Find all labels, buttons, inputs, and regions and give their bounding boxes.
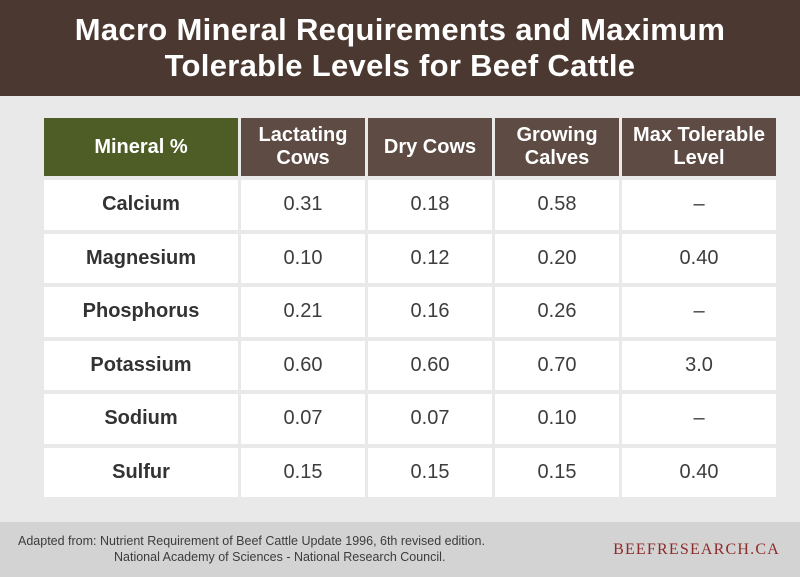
dry-value: 0.60 — [368, 340, 492, 390]
dry-value: 0.12 — [368, 233, 492, 283]
mineral-name: Phosphorus — [44, 287, 238, 337]
growing-value: 0.20 — [495, 233, 619, 283]
mineral-name: Sodium — [44, 394, 238, 444]
max-value: 0.40 — [622, 447, 776, 497]
dry-value: 0.15 — [368, 447, 492, 497]
max-value: 3.0 — [622, 340, 776, 390]
lactating-value: 0.21 — [241, 287, 365, 337]
dry-value: 0.16 — [368, 287, 492, 337]
growing-value: 0.70 — [495, 340, 619, 390]
header-max-tolerable-level: Max Tolerable Level — [622, 118, 776, 176]
growing-value: 0.10 — [495, 394, 619, 444]
dry-value: 0.07 — [368, 394, 492, 444]
dry-value: 0.18 — [368, 180, 492, 230]
mineral-name: Sulfur — [44, 447, 238, 497]
source-citation: Adapted from: Nutrient Requirement of Be… — [18, 533, 485, 565]
header-mineral: Mineral % — [44, 118, 238, 176]
page-title-line1: Macro Mineral Requirements and Maximum — [74, 12, 726, 47]
mineral-table: Mineral % Lactating Cows Dry Cows Growin… — [44, 118, 776, 497]
footer: Adapted from: Nutrient Requirement of Be… — [0, 522, 800, 577]
source-line-1: Adapted from: Nutrient Requirement of Be… — [18, 534, 485, 548]
page-title: Macro Mineral Requirements and Maximum T… — [50, 12, 750, 84]
lactating-value: 0.15 — [241, 447, 365, 497]
lactating-value: 0.31 — [241, 180, 365, 230]
max-value: – — [622, 394, 776, 444]
lactating-value: 0.60 — [241, 340, 365, 390]
lactating-value: 0.10 — [241, 233, 365, 283]
header-lactating-cows: Lactating Cows — [241, 118, 365, 176]
mineral-name: Calcium — [44, 180, 238, 230]
growing-value: 0.58 — [495, 180, 619, 230]
brand-logo-text: BEEFRESEARCH.CA — [613, 541, 780, 558]
source-line-2: National Academy of Sciences - National … — [114, 550, 446, 564]
header-growing-calves: Growing Calves — [495, 118, 619, 176]
mineral-name: Magnesium — [44, 233, 238, 283]
lactating-value: 0.07 — [241, 394, 365, 444]
max-value: – — [622, 180, 776, 230]
page-title-line2: Tolerable Levels for Beef Cattle — [164, 48, 636, 83]
title-banner: Macro Mineral Requirements and Maximum T… — [0, 0, 800, 96]
growing-value: 0.15 — [495, 447, 619, 497]
mineral-name: Potassium — [44, 340, 238, 390]
max-value: – — [622, 287, 776, 337]
growing-value: 0.26 — [495, 287, 619, 337]
header-dry-cows: Dry Cows — [368, 118, 492, 176]
max-value: 0.40 — [622, 233, 776, 283]
